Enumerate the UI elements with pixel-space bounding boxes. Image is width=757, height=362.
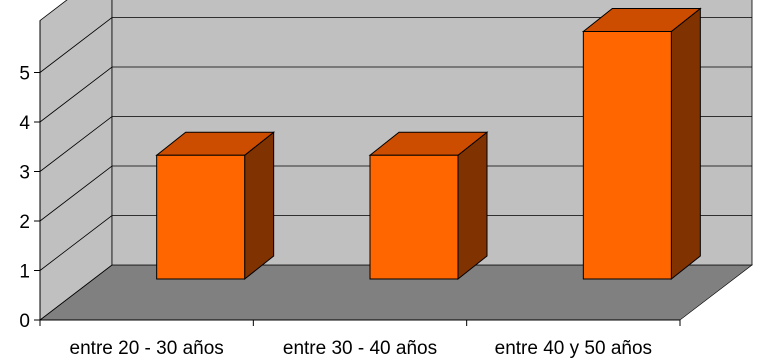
x-tick-label: entre 20 - 30 años [70,338,224,359]
bar [581,7,702,281]
gridlines [39,17,752,271]
x-tick-label: entre 30 - 40 años [283,338,437,359]
y-tick-label: 2 [19,212,30,233]
bar-side [457,131,488,281]
bars [155,7,702,281]
bar-front [369,154,459,280]
gridline [39,17,752,73]
bar-side [244,131,275,281]
y-tick-label: 1 [19,262,30,283]
y-tick-label: 5 [19,64,30,85]
bar-side [670,7,701,281]
gridline [39,215,752,271]
gridline [39,66,752,123]
axes [34,20,681,326]
bar-front [156,154,246,280]
bar [155,131,276,281]
x-tick-label: entre 40 y 50 años [495,338,652,359]
chart-side-wall [39,0,113,321]
bar-front [582,31,672,280]
x-tick-labels: entre 20 - 30 años entre 30 - 40 años entr… [70,338,652,359]
bar [368,131,489,281]
gridline [39,165,752,222]
gridline [39,116,752,172]
y-tick-label: 4 [19,113,30,134]
y-tick-labels: 0 1 2 3 4 5 [19,64,30,333]
y-tick-label: 0 [19,311,30,332]
y-tick-label: 3 [19,163,30,184]
